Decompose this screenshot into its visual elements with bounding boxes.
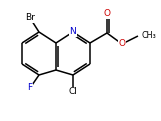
- Text: Cl: Cl: [69, 87, 77, 97]
- Text: CH₃: CH₃: [142, 31, 157, 41]
- Text: O: O: [104, 10, 110, 19]
- Text: O: O: [118, 39, 125, 49]
- Text: Br: Br: [25, 14, 35, 23]
- Text: N: N: [70, 27, 76, 37]
- Text: F: F: [27, 83, 33, 92]
